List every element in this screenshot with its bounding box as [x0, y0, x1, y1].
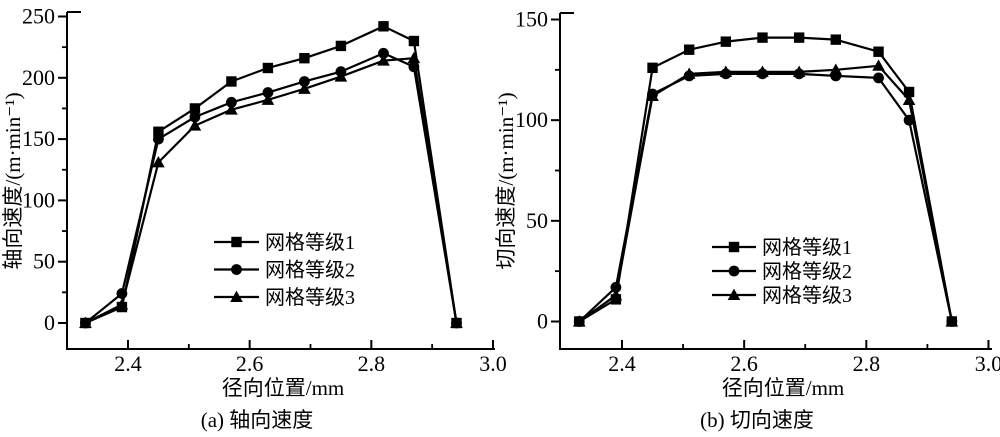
data-point-triangle [719, 65, 733, 77]
data-point-triangle [756, 65, 769, 77]
x-tick-label: 3.0 [479, 351, 507, 376]
data-point-square [830, 34, 841, 45]
data-point-square [757, 32, 768, 43]
data-point-square [647, 62, 658, 74]
data-point-circle [189, 111, 201, 123]
x-tick-label: 2.6 [236, 351, 264, 376]
data-point-triangle [646, 89, 659, 102]
data-point-circle [610, 281, 622, 293]
data-point-circle [378, 47, 389, 59]
x-tick-label: 3.0 [975, 351, 1000, 376]
y-axis-label-a: 轴向速度/(m·min⁻¹) [1, 92, 25, 269]
data-point-square [299, 52, 310, 64]
legend-label: 网格等级3 [762, 284, 852, 307]
x-tick-label: 2.4 [608, 351, 636, 376]
y-tick-label: 0 [537, 309, 548, 334]
series-line-3 [84, 57, 458, 324]
data-point-triangle [902, 93, 916, 106]
legend-marker-square [231, 236, 242, 248]
y-axis-label-b: 切向速度/(m·min⁻¹) [494, 92, 518, 269]
data-point-circle [903, 114, 915, 126]
legend-label: 网格等级3 [265, 286, 355, 309]
panel-caption-a: (a) 轴向速度 [201, 408, 314, 432]
data-point-circle [299, 76, 310, 87]
x-tick-label: 2.8 [853, 351, 881, 376]
data-point-triangle [188, 119, 202, 131]
series-line-3 [578, 64, 953, 323]
data-point-triangle [829, 63, 843, 75]
data-point-triangle [792, 65, 806, 77]
y-tick-label: 200 [22, 65, 55, 90]
legend-label: 网格等级1 [762, 236, 852, 259]
y-tick-label: 50 [526, 208, 548, 233]
legend-label: 网格等级1 [265, 231, 355, 254]
data-point-square [153, 126, 164, 137]
data-point-triangle [261, 93, 275, 105]
axis-spine-a [66, 12, 495, 350]
x-tick-label: 2.4 [114, 351, 142, 376]
y-tick-label: 150 [515, 7, 548, 32]
data-point-square [793, 32, 805, 43]
data-point-triangle [609, 288, 623, 301]
data-point-triangle [298, 82, 311, 94]
data-point-circle [262, 87, 274, 98]
legend-label: 网格等级2 [762, 260, 852, 283]
data-point-triangle [334, 70, 348, 82]
x-axis-label-a: 径向位置/mm [222, 376, 345, 400]
axis-spine-b [559, 13, 992, 350]
data-point-triangle [377, 54, 390, 66]
legend-marker-triangle [727, 288, 741, 300]
data-point-square [873, 46, 884, 57]
legend-label: 网格等级2 [265, 259, 355, 282]
panel-caption-b: (b) 切向速度 [700, 408, 814, 432]
x-tick-label: 2.6 [730, 351, 758, 376]
data-point-circle [226, 96, 237, 108]
legend-marker-circle [231, 264, 242, 275]
y-tick-label: 0 [44, 310, 55, 335]
data-point-circle [408, 61, 420, 73]
data-point-triangle [450, 316, 463, 328]
data-point-square [226, 76, 237, 87]
y-tick-label: 100 [515, 107, 548, 132]
data-point-circle [116, 288, 128, 299]
legend-marker-triangle [230, 290, 243, 302]
data-point-triangle [872, 59, 885, 71]
data-point-triangle [682, 67, 696, 79]
data-point-triangle [115, 298, 129, 310]
data-point-triangle [225, 103, 238, 115]
data-point-triangle [79, 316, 92, 328]
y-tick-label: 250 [22, 4, 55, 29]
legend-marker-circle [728, 265, 740, 277]
data-point-square [189, 103, 201, 114]
y-tick-label: 50 [33, 249, 55, 274]
y-tick-label: 100 [22, 187, 55, 212]
data-point-square [262, 62, 274, 74]
data-point-triangle [572, 315, 586, 327]
data-point-square [683, 44, 695, 55]
data-point-circle [153, 133, 164, 145]
legend-marker-square [728, 241, 740, 253]
data-point-square [378, 21, 389, 32]
y-tick-label: 150 [22, 126, 55, 151]
x-axis-label-b: 径向位置/mm [722, 376, 845, 400]
data-point-square [408, 35, 420, 47]
data-point-square [335, 40, 347, 52]
data-point-square [903, 86, 915, 98]
data-point-square [720, 36, 732, 47]
x-tick-label: 2.8 [358, 351, 386, 376]
data-point-circle [873, 72, 884, 84]
data-point-triangle [945, 315, 959, 327]
data-point-triangle [152, 155, 165, 168]
data-point-triangle [407, 51, 421, 64]
